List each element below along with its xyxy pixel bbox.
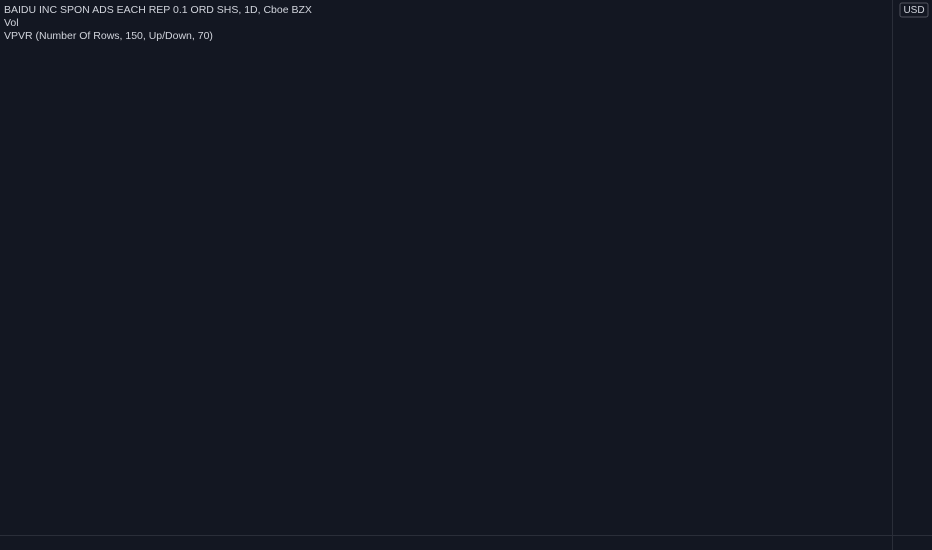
volume-label: Vol [4, 17, 19, 29]
profile-label: VPVR (Number Of Rows, 150, Up/Down, 70) [4, 30, 213, 42]
currency[interactable]: USD [903, 5, 924, 16]
chart-title: BAIDU INC SPON ADS EACH REP 0.1 ORD SHS,… [4, 4, 312, 16]
currency-box[interactable] [899, 2, 929, 18]
